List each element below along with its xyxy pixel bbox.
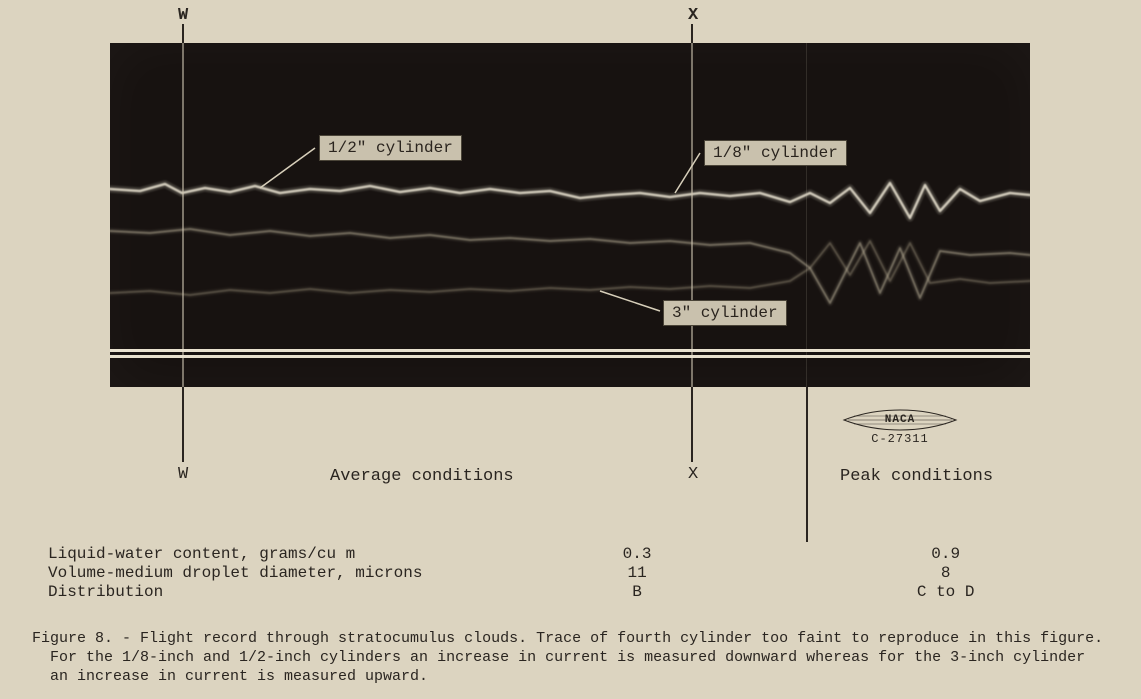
callout-half-inch: 1/2" cylinder	[319, 135, 462, 161]
row-label: Liquid-water content, grams/cu m	[40, 545, 483, 564]
tick-x-top	[691, 24, 693, 43]
figure-caption: Figure 8. - Flight record through strato…	[32, 630, 1117, 686]
row-peak: 0.9	[791, 545, 1100, 564]
table-row: Liquid-water content, grams/cu m 0.3 0.9	[40, 545, 1100, 564]
caption-lead: Figure 8. - Flight record through strato…	[32, 630, 1103, 647]
scope-traces	[110, 43, 1030, 387]
reference-id: C-27311	[840, 432, 960, 446]
row-peak: 8	[791, 564, 1100, 583]
tick-third-bottom	[806, 387, 808, 542]
tick-w-top	[182, 24, 184, 43]
section-label-average: Average conditions	[330, 467, 514, 486]
row-avg: 0.3	[483, 545, 792, 564]
caption-cont2: an increase in current is measured upwar…	[32, 668, 1117, 687]
row-peak: C to D	[791, 583, 1100, 602]
row-avg: B	[483, 583, 792, 602]
table-row: Volume-medium droplet diameter, microns …	[40, 564, 1100, 583]
callout-eighth-inch: 1/8" cylinder	[704, 140, 847, 166]
scope-hbar-1	[110, 349, 1030, 352]
tick-x-bottom	[691, 387, 693, 462]
scope-vline-w	[182, 43, 184, 387]
flight-record-scope: 1/2" cylinder 1/8" cylinder 3" cylinder	[110, 43, 1030, 387]
scope-vline-x	[691, 43, 693, 387]
row-avg: 11	[483, 564, 792, 583]
scope-vline-3	[806, 43, 807, 387]
row-label: Distribution	[40, 583, 483, 602]
caption-cont1: For the 1/8-inch and 1/2-inch cylinders …	[32, 649, 1117, 668]
marker-w-top: W	[178, 6, 188, 25]
scope-hbar-2	[110, 355, 1030, 358]
marker-w-bottom: W	[178, 465, 188, 484]
marker-x-bottom: X	[688, 465, 698, 484]
figure-page: W X 1/2" cylinder 1/8" cylinder 3" cylin…	[0, 0, 1141, 699]
conditions-table: Liquid-water content, grams/cu m 0.3 0.9…	[40, 545, 1100, 603]
callout-three-inch: 3" cylinder	[663, 300, 787, 326]
marker-x-top: X	[688, 6, 698, 25]
tick-w-bottom	[182, 387, 184, 462]
section-label-peak: Peak conditions	[840, 467, 993, 486]
naca-badge: NACA C-27311	[840, 408, 960, 446]
table-row: Distribution B C to D	[40, 583, 1100, 602]
row-label: Volume-medium droplet diameter, microns	[40, 564, 483, 583]
